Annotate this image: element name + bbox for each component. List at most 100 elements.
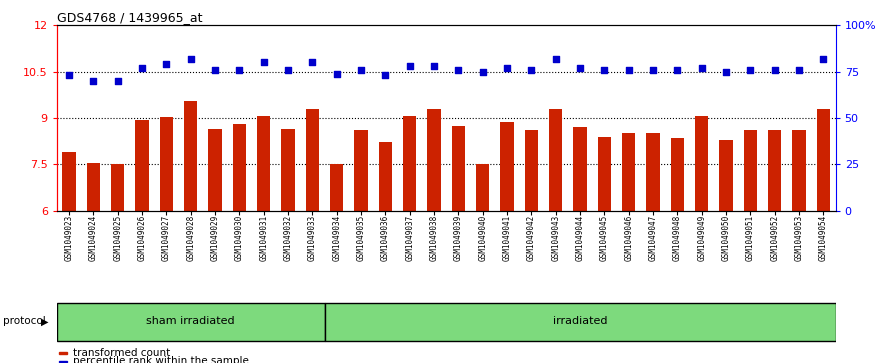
Text: protocol: protocol (3, 316, 45, 326)
Text: GSM1049039: GSM1049039 (454, 215, 463, 261)
Point (330, 71, 344, 77)
Point (622, 67, 636, 73)
Point (646, 67, 660, 73)
Text: GSM1049034: GSM1049034 (332, 215, 341, 261)
Text: GSM1049046: GSM1049046 (624, 215, 634, 261)
Bar (403, 115, 416, 211)
Point (670, 67, 684, 73)
Point (87, 78, 101, 84)
Text: GSM1049035: GSM1049035 (357, 215, 366, 261)
Text: GSM1049027: GSM1049027 (162, 215, 171, 261)
Point (402, 63, 416, 69)
Bar (379, 142, 392, 211)
Text: GSM1049044: GSM1049044 (576, 215, 584, 261)
Bar (62, 152, 76, 211)
Text: GSM1049024: GSM1049024 (89, 215, 98, 261)
Bar (816, 109, 830, 211)
Bar (476, 164, 489, 211)
Point (816, 56, 830, 62)
Point (378, 73, 392, 78)
Bar (622, 133, 635, 211)
Bar (452, 126, 466, 211)
Text: GSM1049026: GSM1049026 (137, 215, 146, 261)
Bar (719, 140, 732, 211)
Text: GSM1049049: GSM1049049 (697, 215, 706, 261)
Point (476, 69, 490, 75)
Text: GSM1049054: GSM1049054 (819, 215, 828, 261)
Bar (671, 138, 684, 211)
Text: GSM1049051: GSM1049051 (746, 215, 755, 261)
Point (452, 67, 466, 73)
Text: GSM1049050: GSM1049050 (722, 215, 731, 261)
Bar (59, 352, 67, 354)
Bar (427, 109, 441, 211)
Bar (160, 117, 173, 211)
Bar (793, 130, 806, 211)
Point (744, 67, 758, 73)
Point (549, 56, 563, 62)
Text: GSM1049030: GSM1049030 (234, 215, 244, 261)
Point (427, 63, 441, 69)
Bar (695, 117, 709, 211)
Point (135, 65, 149, 71)
Bar (330, 164, 343, 211)
Text: GSM1049037: GSM1049037 (405, 215, 414, 261)
Bar (111, 164, 124, 211)
Text: GSM1049036: GSM1049036 (381, 215, 390, 261)
Text: GSM1049041: GSM1049041 (502, 215, 512, 261)
Text: GSM1049047: GSM1049047 (648, 215, 658, 261)
Point (598, 67, 612, 73)
Bar (550, 109, 563, 211)
Point (159, 61, 173, 67)
Bar (57, 303, 325, 341)
Point (208, 67, 222, 73)
Bar (87, 163, 100, 211)
Bar (208, 129, 221, 211)
Text: GSM1049038: GSM1049038 (430, 215, 438, 261)
Text: GSM1049040: GSM1049040 (479, 215, 487, 261)
Bar (325, 303, 836, 341)
Bar (305, 109, 319, 211)
Point (573, 65, 587, 71)
Point (281, 67, 295, 73)
Text: GSM1049045: GSM1049045 (600, 215, 609, 261)
Point (256, 60, 270, 65)
Text: GSM1049029: GSM1049029 (211, 215, 220, 261)
Text: irradiated: irradiated (553, 316, 607, 326)
Point (111, 78, 125, 84)
Bar (59, 360, 67, 362)
Text: GSM1049028: GSM1049028 (186, 215, 195, 261)
Text: GSM1049025: GSM1049025 (113, 215, 123, 261)
Point (305, 60, 319, 65)
Bar (768, 130, 781, 211)
Point (184, 56, 198, 62)
Point (354, 67, 368, 73)
Text: GSM1049033: GSM1049033 (308, 215, 317, 261)
Bar (525, 130, 538, 211)
Text: percentile rank within the sample: percentile rank within the sample (73, 356, 248, 363)
Text: sham irradiated: sham irradiated (146, 316, 235, 326)
Point (62, 73, 76, 78)
Bar (744, 130, 757, 211)
Point (233, 67, 247, 73)
Point (695, 65, 709, 71)
Point (792, 67, 806, 73)
Text: GSM1049053: GSM1049053 (794, 215, 803, 261)
Bar (136, 120, 149, 211)
Bar (573, 127, 587, 211)
Text: ▶: ▶ (41, 316, 49, 326)
Text: GSM1049032: GSM1049032 (284, 215, 292, 261)
Point (500, 65, 514, 71)
Text: GSM1049043: GSM1049043 (551, 215, 560, 261)
Bar (282, 129, 295, 211)
Text: GSM1049042: GSM1049042 (527, 215, 536, 261)
Text: GSM1049052: GSM1049052 (770, 215, 780, 261)
Point (524, 67, 538, 73)
Bar (257, 117, 270, 211)
Bar (233, 123, 246, 211)
Bar (598, 137, 611, 211)
Bar (647, 133, 660, 211)
Text: transformed count: transformed count (73, 348, 170, 358)
Text: GDS4768 / 1439965_at: GDS4768 / 1439965_at (57, 11, 202, 24)
Text: GSM1049023: GSM1049023 (65, 215, 74, 261)
